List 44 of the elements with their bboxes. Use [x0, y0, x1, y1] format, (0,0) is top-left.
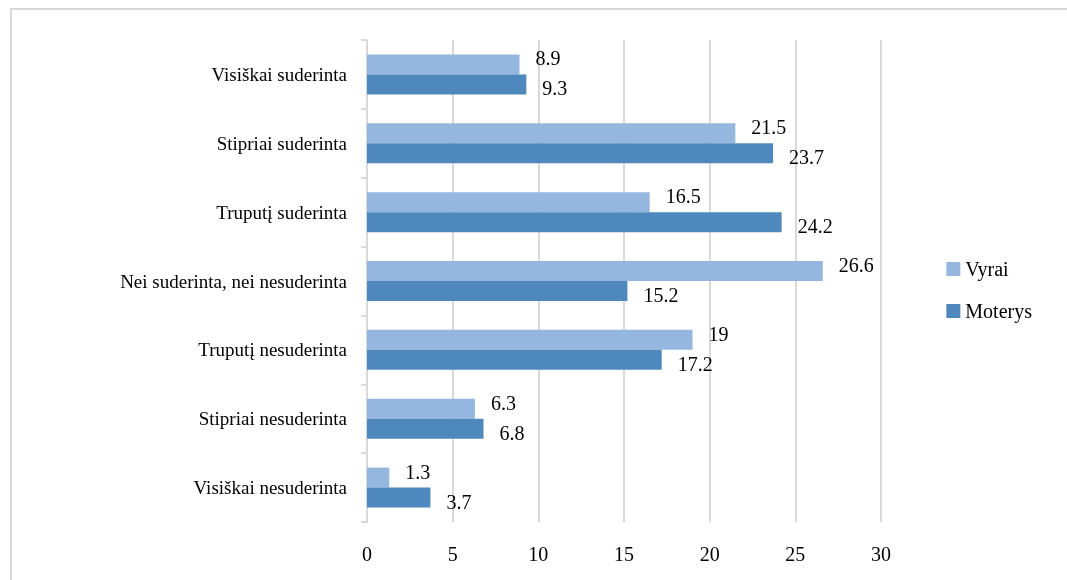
data-label: 15.2: [643, 284, 679, 306]
bar: [367, 349, 662, 370]
x-tick-label: 10: [528, 543, 549, 565]
y-tick-label: Visiškai nesuderinta: [193, 477, 348, 499]
bar: [367, 281, 628, 301]
data-label: 16.5: [665, 185, 701, 208]
bar: [367, 261, 823, 281]
bar: [367, 212, 782, 233]
data-label: 23.7: [789, 146, 825, 169]
x-tick-label: 20: [699, 543, 720, 565]
x-tick-label: 25: [785, 543, 806, 565]
legend-label: Vyrai: [965, 258, 1010, 281]
data-label: 6.3: [490, 391, 516, 414]
x-tick-label: 0: [362, 543, 372, 565]
data-label: 26.6: [838, 254, 874, 276]
x-tick-label: 5: [447, 543, 458, 565]
y-tick-label: Truputį suderinta: [216, 201, 348, 223]
data-label: 17.2: [677, 352, 713, 375]
bar: [367, 74, 527, 95]
bar: [367, 329, 693, 350]
bar: [367, 123, 736, 144]
y-tick-label: Nei suderinta, nei nesuderinta: [120, 270, 348, 292]
y-tick-label: Stipriai suderinta: [216, 132, 348, 154]
legend-label: Moterys: [965, 300, 1033, 323]
bar: [367, 487, 431, 508]
bar: [367, 143, 774, 164]
bar: [367, 398, 475, 419]
data-label: 21.5: [751, 116, 787, 139]
data-label: 3.7: [446, 490, 472, 513]
data-label: 9.3: [542, 77, 568, 100]
bar: [367, 192, 650, 213]
data-label: 6.8: [499, 421, 525, 444]
y-tick-label: Truputį nesuderinta: [198, 339, 348, 361]
y-tick-label: Stipriai nesuderinta: [198, 408, 348, 430]
bar: [367, 418, 484, 439]
bar: [367, 54, 520, 75]
x-tick-label: 15: [614, 543, 634, 565]
x-tick-label: 30: [871, 543, 891, 565]
data-label: 1.3: [405, 460, 431, 483]
data-label: 8.9: [535, 47, 561, 70]
bar: [367, 467, 390, 488]
y-tick-label: Visiškai suderinta: [211, 63, 348, 85]
data-label: 24.2: [797, 215, 833, 238]
data-label: 19: [708, 322, 729, 345]
